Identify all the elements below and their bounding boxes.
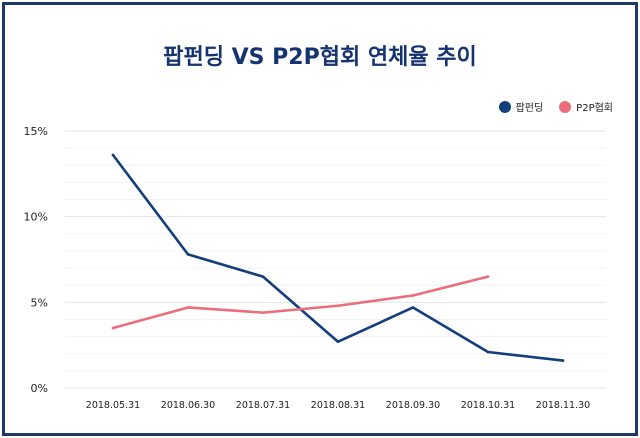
data-point-popfunding	[561, 359, 565, 362]
data-point-p2p	[486, 275, 490, 278]
x-tick-label: 2018.10.31	[461, 400, 515, 411]
x-tick-label: 2018.09.30	[386, 400, 440, 411]
y-tick-label: 15%	[24, 125, 48, 138]
x-tick-label: 2018.06.30	[161, 400, 215, 411]
data-point-popfunding	[111, 153, 115, 157]
data-point-p2p	[261, 311, 265, 314]
legend-label-p2p: P2P협회	[576, 103, 613, 114]
data-point-popfunding	[186, 253, 190, 256]
series-line-popfunding	[111, 153, 565, 362]
data-point-p2p	[336, 304, 340, 308]
chart-title: 팝펀딩 VS P2P협회 연체율 추이	[163, 45, 477, 70]
x-tick-label: 2018.07.31	[236, 400, 290, 411]
legend: 팝펀딩 P2P협회	[498, 99, 613, 114]
data-point-popfunding	[411, 306, 415, 309]
y-tick-label: 10%	[24, 211, 48, 224]
data-point-popfunding	[336, 340, 340, 344]
legend-item-p2p: P2P협회	[559, 99, 613, 114]
legend-marker-popfunding	[498, 100, 511, 113]
data-point-popfunding	[261, 275, 265, 278]
legend-item-popfunding: 팝펀딩	[498, 99, 544, 114]
y-tick-label: 5%	[31, 296, 48, 309]
data-point-popfunding	[486, 350, 490, 354]
x-tick-label: 2018.08.31	[311, 400, 365, 411]
x-tick-label: 2018.11.30	[536, 400, 590, 411]
data-point-p2p	[186, 306, 190, 309]
series-line-p2p	[111, 275, 490, 330]
legend-marker-p2p	[559, 100, 572, 113]
y-tick-label: 0%	[31, 382, 48, 395]
data-point-p2p	[411, 294, 415, 297]
x-tick-label: 2018.05.31	[86, 400, 140, 411]
data-point-p2p	[111, 326, 115, 330]
legend-label-popfunding: 팝펀딩	[515, 103, 544, 114]
